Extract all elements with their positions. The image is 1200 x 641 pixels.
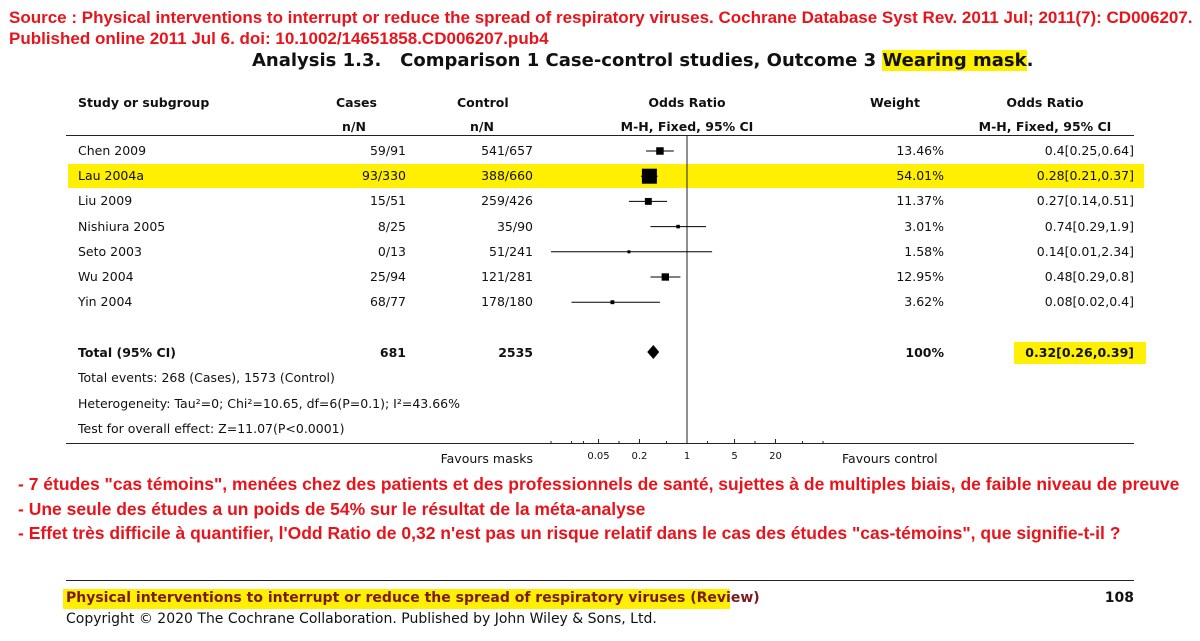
analysis-title-main: Analysis 1.3. Comparison 1 Case-control … [252, 50, 883, 71]
note-3: - Effet très difficile à quantifier, l'O… [18, 523, 1121, 543]
study-or-ci: 0.48[0.29,0.8] [1044, 269, 1134, 284]
total-weight: 100% [905, 345, 944, 360]
study-name: Nishiura 2005 [78, 218, 166, 234]
header-control-sub: n/N [470, 119, 494, 134]
axis-tick-label: 1 [684, 451, 690, 462]
total-diamond [647, 345, 660, 359]
study-name: Liu 2009 [78, 193, 133, 209]
study-cases: 59/91 [369, 143, 406, 158]
header-or-plot: Odds Ratio [648, 95, 726, 110]
footer-title-highlight [63, 589, 730, 609]
bottom-rule [66, 443, 1134, 444]
study-name: Chen 2009 [78, 143, 147, 158]
study-or-ci: 0.14[0.01,2.34] [1036, 243, 1134, 259]
point-estimate-marker [610, 300, 615, 305]
study-weight: 12.95% [896, 269, 944, 284]
study-or-ci: 0.08[0.02,0.4] [1044, 294, 1134, 310]
note-2: - Une seule des études a un poids de 54%… [18, 499, 646, 519]
study-control: 388/660 [481, 168, 533, 184]
heterogeneity: Heterogeneity: Tau²=0; Chi²=10.65, df=6(… [78, 396, 461, 411]
copyright: Copyright © 2020 The Cochrane Collaborat… [66, 611, 657, 627]
axis-tick-label: 20 [769, 451, 782, 462]
axis-tick-label: 0.2 [632, 451, 648, 462]
study-name: Wu 2004 [78, 269, 134, 284]
page-number: 108 [1104, 590, 1134, 606]
note-1: - 7 études "cas témoins", menées chez de… [18, 474, 1180, 494]
study-cases: 15/51 [369, 193, 406, 209]
study-weight: 13.46% [896, 143, 944, 158]
study-name: Lau 2004a [78, 168, 144, 184]
study-or-ci: 0.27[0.14,0.51] [1036, 193, 1134, 209]
total-control: 2535 [498, 345, 533, 360]
point-estimate-marker [661, 273, 669, 281]
header-weight: Weight [870, 95, 920, 110]
footer-title: Physical interventions to interrupt or r… [66, 590, 760, 606]
total-or-highlight [1014, 342, 1146, 364]
header-or-sub: M-H, Fixed, 95% CI [978, 119, 1112, 134]
study-weight: 3.62% [904, 294, 944, 310]
study-or-ci: 0.74[0.29,1.9] [1044, 218, 1134, 234]
study-cases: 25/94 [369, 269, 406, 284]
header-cases-sub: n/N [342, 119, 366, 134]
study-name: Seto 2003 [78, 243, 142, 259]
favours-masks-label: Favours masks [440, 451, 533, 466]
lau-row-highlight [68, 164, 1144, 188]
overall-effect: Test for overall effect: Z=11.07(P<0.000… [78, 421, 345, 436]
study-cases: 93/330 [362, 168, 406, 184]
source-citation-line1: Source : Physical interventions to inter… [9, 8, 1193, 27]
study-cases: 0/13 [377, 243, 406, 259]
header-cases: Cases [336, 95, 377, 110]
total-events: Total events: 268 (Cases), 1573 (Control… [78, 370, 335, 385]
study-cases: 68/77 [369, 294, 406, 310]
point-estimate-marker [656, 147, 664, 155]
study-weight: 3.01% [904, 218, 944, 234]
study-control: 35/90 [496, 218, 533, 234]
source-citation-line2: Published online 2011 Jul 6. doi: 10.100… [9, 29, 549, 48]
analysis-title: Analysis 1.3. Comparison 1 Case-control … [252, 50, 1033, 71]
study-control: 259/426 [481, 193, 533, 209]
study-weight: 1.58% [904, 243, 944, 259]
header-or: Odds Ratio [1006, 95, 1084, 110]
study-cases: 8/25 [377, 218, 406, 234]
study-control: 121/281 [481, 269, 533, 284]
analysis-title-highlight: Wearing mask [882, 50, 1027, 71]
study-control: 51/241 [489, 243, 533, 259]
axis-tick-label: 0.05 [587, 451, 609, 462]
total-cases: 681 [379, 345, 406, 360]
study-name: Yin 2004 [78, 294, 133, 310]
study-or-ci: 0.28[0.21,0.37] [1036, 168, 1134, 184]
study-or-ci: 0.4[0.25,0.64] [1044, 143, 1134, 158]
total-or: 0.32[0.26,0.39] [1025, 345, 1134, 360]
study-weight: 54.01% [896, 168, 944, 184]
axis-tick-label: 5 [731, 451, 737, 462]
favours-control-label: Favours control [842, 451, 938, 466]
study-control: 541/657 [481, 143, 533, 158]
study-control: 178/180 [481, 294, 533, 310]
point-estimate-marker [644, 197, 652, 205]
total-label: Total (95% CI) [78, 345, 177, 360]
analysis-title-end: . [1026, 50, 1034, 71]
header-study: Study or subgroup [78, 95, 210, 110]
point-estimate-marker [627, 250, 631, 254]
header-rule [66, 135, 1134, 136]
header-control: Control [457, 95, 509, 110]
study-weight: 11.37% [896, 193, 944, 209]
header-or-plot-sub: M-H, Fixed, 95% CI [620, 119, 754, 134]
point-estimate-marker [676, 224, 680, 229]
footer-rule [66, 580, 1134, 581]
